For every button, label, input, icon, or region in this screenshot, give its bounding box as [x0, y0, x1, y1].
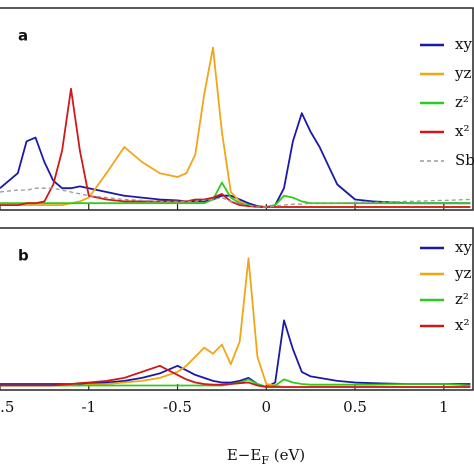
x-axis-label-part: (eV) [269, 446, 305, 464]
legend-label: xy [455, 238, 472, 256]
panel-letter: b [18, 247, 29, 265]
legend-label: z² [455, 93, 469, 111]
legend-label: x² [455, 316, 469, 334]
legend-label: x² [455, 122, 469, 140]
x-axis-label-part: E−E [227, 446, 261, 464]
series-line [0, 364, 471, 388]
legend-label: xy [455, 35, 472, 53]
legend-label: z² [455, 290, 469, 308]
series-line [0, 112, 471, 208]
x-tick-label: -1.5 [0, 398, 14, 416]
series-line [0, 46, 471, 208]
panel-frame [0, 227, 474, 391]
legend-label: yz [454, 264, 471, 282]
panel-letter: a [18, 27, 28, 45]
panel-frame [0, 7, 474, 211]
x-tick-label: 0.5 [343, 398, 367, 416]
series-line [0, 187, 471, 208]
x-tick-label: -1 [81, 398, 96, 416]
x-axis-label-sub: F [261, 454, 269, 467]
series-line [0, 257, 471, 388]
x-tick-label: 0 [262, 398, 272, 416]
legend-label: Sb [455, 151, 474, 169]
series-line [0, 87, 471, 208]
x-tick-label: -0.5 [163, 398, 192, 416]
x-tick-label: 1 [439, 398, 449, 416]
legend-label: yz [454, 64, 471, 82]
x-axis-label: E−EF (eV) [227, 446, 305, 467]
